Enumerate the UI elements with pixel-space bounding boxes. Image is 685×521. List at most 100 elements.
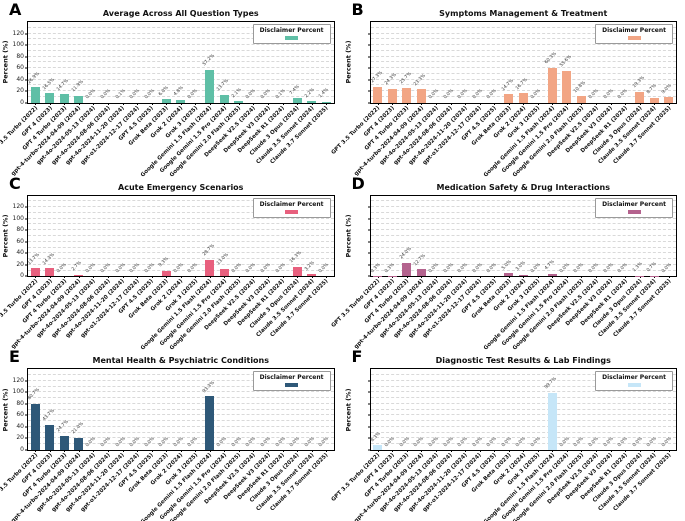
x-tick-mark [625, 450, 627, 452]
x-tick-mark [35, 276, 37, 279]
x-tick-mark [537, 450, 539, 452]
y-tick-mark [367, 275, 371, 277]
y-axis-label: Percent (%) [2, 388, 10, 432]
plot-area: 27.3% GPT 3.5 Turbo (2022) 24.3% GPT 4 (202… [331, 21, 677, 178]
y-tick-mark [25, 90, 28, 92]
x-tick-mark [311, 450, 313, 452]
gridline [28, 425, 334, 427]
gridline [370, 402, 676, 404]
y-tick-mark [367, 33, 371, 35]
x-tick-mark [494, 102, 496, 105]
x-tick-mark [377, 102, 379, 105]
gridline [28, 229, 334, 231]
bar [504, 94, 514, 103]
y-tick-label: 40 [16, 422, 24, 430]
x-tick-mark [450, 276, 452, 279]
y-axis-label-wrap: Percent (%) [1, 21, 11, 104]
gridline [28, 38, 334, 40]
y-tick-mark [367, 380, 371, 382]
gridline [28, 379, 334, 381]
x-tick-mark [508, 102, 510, 105]
x-tick-mark [64, 276, 66, 279]
y-axis-label: Percent (%) [344, 214, 353, 258]
legend-label: Disclaimer Percent [259, 374, 324, 382]
x-tick-mark [93, 276, 95, 279]
gridline [28, 402, 334, 404]
panel-title: Symptoms Management & Treatment [439, 9, 608, 18]
y-tick-mark [367, 44, 371, 46]
bar [234, 101, 244, 103]
x-tick-mark [166, 450, 168, 452]
x-tick-mark [465, 102, 467, 105]
x-tick-mark [465, 276, 467, 279]
y-tick-mark [25, 275, 28, 277]
y-tick-mark [25, 102, 28, 104]
y-axis-label-wrap: Percent (%) [1, 195, 11, 278]
bar [45, 93, 55, 103]
y-axis-label-wrap: Percent (%) [1, 368, 11, 451]
gridline [370, 246, 676, 248]
x-tick-mark [421, 450, 423, 452]
x-tick-mark [282, 450, 284, 452]
x-tick-mark [180, 102, 182, 105]
x-tick-mark [209, 102, 211, 105]
gridline [370, 200, 676, 202]
y-tick-mark [367, 218, 371, 220]
y-axis-label-wrap: Percent (%) [344, 21, 354, 104]
y-axis-label: Percent (%) [344, 388, 353, 432]
y-tick-mark [25, 252, 28, 254]
y-tick-mark [25, 414, 28, 416]
y-tick-mark [367, 56, 371, 58]
x-tick-mark [297, 276, 299, 279]
x-tick-mark [639, 450, 641, 452]
y-tick-mark [367, 206, 371, 208]
panel-letter: D [351, 173, 365, 193]
y-tick-label: 100 [12, 41, 24, 49]
y-axis-label-wrap: Percent (%) [344, 195, 354, 278]
x-tick-mark [35, 102, 37, 105]
bar [292, 98, 302, 103]
gridline [28, 211, 334, 213]
legend-swatch [627, 36, 641, 40]
bar [219, 94, 229, 103]
x-tick-mark [195, 276, 197, 279]
gridline [28, 437, 334, 439]
x-tick-mark [64, 450, 66, 452]
gridline [370, 252, 676, 254]
gridline [28, 206, 334, 208]
x-tick-mark [326, 276, 328, 279]
x-tick-mark [595, 276, 597, 279]
bar [664, 97, 674, 103]
bar [161, 99, 171, 103]
x-tick-mark [297, 450, 299, 452]
y-tick-mark [25, 229, 28, 231]
gridline [370, 420, 676, 422]
x-tick-mark [494, 276, 496, 279]
x-tick-mark [209, 450, 211, 452]
y-tick-label: 120 [12, 376, 24, 384]
legend-label: Disclaimer Percent [259, 200, 324, 208]
bar [402, 87, 412, 103]
y-tick-mark [367, 414, 371, 416]
panel-B: B Symptoms Management & Treatment Percent … [331, 0, 685, 178]
bar [547, 273, 557, 277]
bar [292, 266, 302, 277]
legend-label: Disclaimer Percent [602, 200, 666, 208]
panel-F: F Diagnostic Test Results & Lab Findings P… [331, 347, 685, 521]
bar [59, 435, 69, 450]
x-tick-mark [195, 102, 197, 105]
y-tick-mark [25, 67, 28, 69]
gridline [28, 55, 334, 57]
legend: Disclaimer Percent [595, 24, 673, 44]
panel-D: D Medication Safety & Drug Interactions Pe… [331, 173, 685, 352]
legend: Disclaimer Percent [252, 24, 331, 44]
y-tick-mark [25, 206, 28, 208]
x-tick-mark [668, 276, 670, 279]
gridline [370, 269, 676, 271]
x-tick-mark [311, 102, 313, 105]
x-tick-mark [595, 102, 597, 105]
x-tick-mark [392, 276, 394, 279]
bar-value-label: 12.7% [413, 253, 428, 267]
gridline [370, 391, 676, 393]
y-tick-label: 100 [12, 214, 24, 222]
